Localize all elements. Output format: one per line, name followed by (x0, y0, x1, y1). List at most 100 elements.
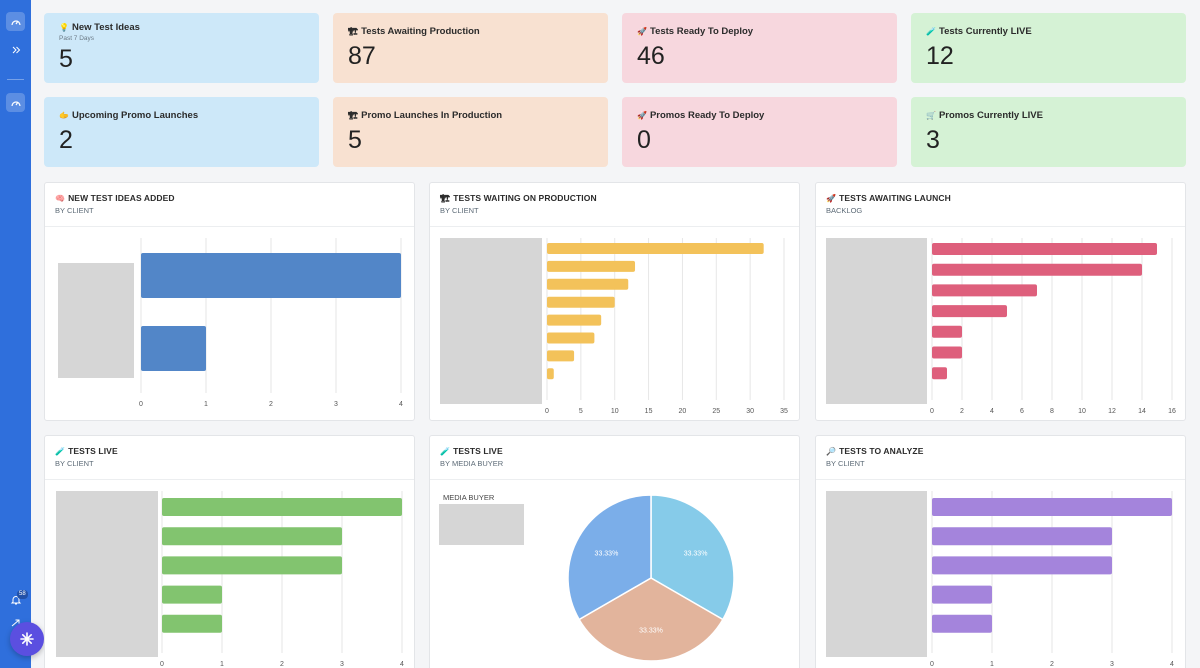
bar (547, 260, 636, 272)
bar (932, 243, 1157, 255)
bar (932, 263, 1142, 276)
construction-icon: 🏗 (348, 27, 359, 36)
test-tube-icon: 🧪 (440, 446, 451, 456)
bar-chart-tests-live-by-client: 0 1 2 3 4 (56, 491, 404, 668)
x-tick-label: 16 (1168, 408, 1176, 415)
stat-card-promo-launches-in-production[interactable]: 🏗 Promo Launches In Production 5 (333, 97, 608, 167)
bar (162, 614, 222, 633)
dashboard-item-button[interactable] (6, 93, 25, 112)
stat-title: Upcoming Promo Launches (71, 110, 199, 121)
assistant-fab-button[interactable] (10, 622, 44, 656)
pie-slice (650, 494, 735, 621)
stat-value: 2 (59, 126, 73, 154)
category-labels-placeholder (58, 263, 134, 378)
dashboard-icon (10, 19, 21, 25)
sparkle-icon (20, 632, 34, 646)
legend-placeholder (439, 504, 524, 545)
stat-card-promos-currently-live[interactable]: 🛒 Promos Currently LIVE 3 (911, 97, 1186, 167)
x-tick-label: 3 (1110, 661, 1114, 668)
x-tick-label: 2 (1050, 661, 1054, 668)
panel-title: TESTS AWAITING LAUNCH (839, 193, 951, 203)
panel-new-test-ideas: 🧠 NEW TEST IDEAS ADDED BY CLIENT 0 1 2 3 4 (44, 182, 415, 421)
x-tick-label: 0 (545, 408, 549, 415)
x-tick-label: 0 (160, 661, 164, 668)
stat-card-new-test-ideas[interactable]: 💡 New Test Ideas Past 7 Days 5 (44, 13, 319, 83)
stat-title: Promos Ready To Deploy (649, 110, 765, 121)
bar (547, 243, 764, 254)
stat-value: 12 (926, 42, 954, 70)
x-tick-label: 8 (1050, 408, 1054, 415)
panel-title: TESTS LIVE (68, 446, 118, 456)
panel-tests-waiting-on-production: 🏗 TESTS WAITING ON PRODUCTION BY CLIENT 0… (429, 182, 800, 421)
bar (932, 305, 1007, 318)
trends-button[interactable] (6, 613, 25, 632)
bar-chart-tests-waiting-on-production: 0 5 10 15 20 25 30 35 (440, 238, 788, 415)
stat-value: 3 (926, 126, 940, 154)
category-labels-placeholder (440, 238, 542, 404)
bar (932, 284, 1037, 297)
panel-tests-live-by-media-buyer: 🧪 TESTS LIVE BY MEDIA BUYER MEDIA BUYER 3… (429, 435, 800, 668)
construction-icon: 🏗 (348, 111, 359, 120)
construction-icon: 🏗 (440, 193, 451, 203)
stat-value: 5 (59, 45, 73, 73)
trend-arrow-icon (11, 619, 19, 626)
hand-icon: 🫱 (59, 111, 69, 120)
panel-title: TESTS WAITING ON PRODUCTION (453, 193, 597, 203)
bar (162, 556, 342, 575)
bar (547, 278, 629, 290)
x-tick-label: 4 (399, 401, 403, 408)
pie-slice-label: 33.33% (595, 550, 619, 557)
sidebar-divider (7, 79, 24, 80)
test-tube-icon: 🧪 (55, 446, 66, 456)
bar (547, 296, 615, 308)
x-tick-label: 35 (780, 408, 788, 415)
bar (162, 527, 342, 546)
dashboard-icon (10, 100, 21, 106)
x-tick-label: 2 (280, 661, 284, 668)
pie-slice-label: 33.33% (684, 550, 708, 557)
stat-subtitle: Past 7 Days (59, 35, 95, 42)
stat-card-tests-ready-to-deploy[interactable]: 🚀 Tests Ready To Deploy 46 (622, 13, 897, 83)
bar (547, 332, 595, 344)
stat-card-upcoming-promo-launches[interactable]: 🫱 Upcoming Promo Launches 2 (44, 97, 319, 167)
chevron-double-right-icon (12, 46, 20, 53)
panel-subtitle: BY CLIENT (826, 459, 865, 468)
bar (932, 346, 962, 359)
test-tube-icon: 🧪 (926, 27, 936, 36)
bar (141, 326, 206, 371)
brain-icon: 🧠 (55, 193, 66, 203)
x-tick-label: 30 (746, 408, 754, 415)
stat-card-tests-awaiting-production[interactable]: 🏗 Tests Awaiting Production 87 (333, 13, 608, 83)
x-tick-label: 4 (990, 408, 994, 415)
x-tick-label: 10 (1078, 408, 1086, 415)
x-tick-label: 1 (990, 661, 994, 668)
pie-slice-label: 33.33% (639, 627, 663, 634)
dashboard-nav-button[interactable] (6, 12, 25, 31)
bar (932, 585, 992, 604)
stat-title: New Test Ideas (71, 22, 140, 33)
stat-value: 0 (637, 126, 651, 154)
rocket-icon: 🚀 (637, 111, 647, 120)
pie-slice (578, 577, 724, 662)
notification-count-badge: 58 (17, 590, 28, 599)
x-tick-label: 0 (930, 408, 934, 415)
stat-value: 46 (637, 42, 665, 70)
x-tick-label: 10 (611, 408, 619, 415)
bar (932, 498, 1172, 516)
magnifier-icon: 🔎 (826, 446, 837, 456)
expand-sidebar-button[interactable] (6, 40, 25, 59)
x-tick-label: 0 (930, 661, 934, 668)
x-tick-label: 5 (579, 408, 583, 415)
cart-icon: 🛒 (926, 111, 936, 120)
x-tick-label: 2 (960, 408, 964, 415)
stat-card-promos-ready-to-deploy[interactable]: 🚀 Promos Ready To Deploy 0 (622, 97, 897, 167)
x-tick-label: 20 (679, 408, 687, 415)
panel-title: TESTS LIVE (453, 446, 503, 456)
category-labels-placeholder (56, 491, 158, 657)
x-tick-label: 2 (269, 401, 273, 408)
bar (547, 368, 554, 380)
stat-card-tests-currently-live[interactable]: 🧪 Tests Currently LIVE 12 (911, 13, 1186, 83)
stat-title: Tests Currently LIVE (938, 26, 1032, 37)
x-tick-label: 6 (1020, 408, 1024, 415)
category-labels-placeholder (826, 491, 927, 657)
